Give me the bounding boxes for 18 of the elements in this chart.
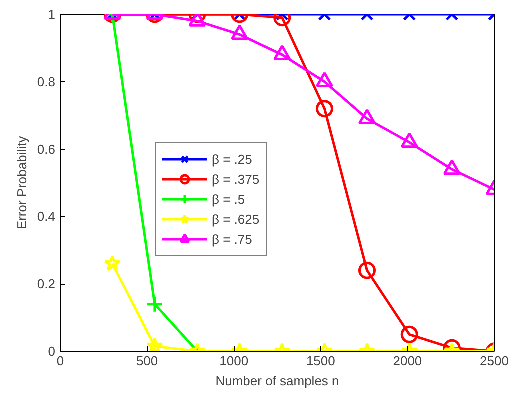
x-tick-label: 1000 bbox=[220, 354, 249, 368]
y-axis-title: Error Probability bbox=[14, 136, 30, 230]
x-tick-label: 2000 bbox=[393, 354, 422, 368]
y-tick-label: 1 bbox=[48, 7, 56, 22]
y-tick-label: 0.6 bbox=[37, 142, 56, 157]
legend-label: β = .375 bbox=[212, 172, 260, 186]
legend-label: β = .75 bbox=[212, 232, 252, 246]
x-axis-title: Number of samples n bbox=[216, 374, 340, 388]
y-tick-label: 0 bbox=[48, 344, 56, 359]
legend-label: β = .25 bbox=[212, 152, 252, 166]
legend-label: β = .5 bbox=[212, 192, 246, 206]
x-tick-label: 2500 bbox=[480, 354, 509, 368]
legend-label: β = .625 bbox=[212, 212, 260, 226]
y-tick-label: 0.2 bbox=[37, 276, 56, 292]
x-tick-label: 1500 bbox=[306, 354, 336, 368]
y-tick-label: 0.4 bbox=[37, 209, 56, 224]
x-tick-label: 500 bbox=[136, 354, 158, 368]
y-tick-label: 0.8 bbox=[37, 74, 56, 90]
